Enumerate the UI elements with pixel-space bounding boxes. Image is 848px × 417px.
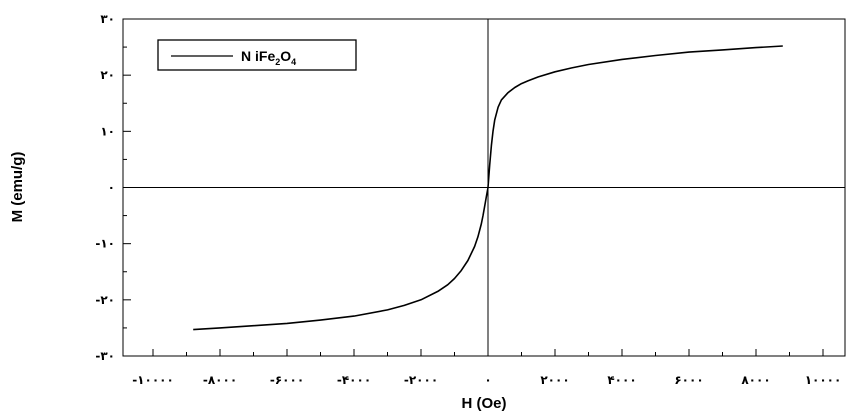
- x-tick-label: -۱۰۰۰۰: [132, 373, 174, 387]
- y-tick-label: ۲۰: [100, 68, 115, 82]
- legend: N iFe2O4: [157, 39, 357, 71]
- x-axis-title: H (Oe): [462, 395, 507, 412]
- x-tick-label: -۲۰۰۰: [404, 373, 438, 387]
- x-tick-label: ۸۰۰۰: [741, 373, 770, 387]
- legend-label: N iFe2O4: [241, 48, 296, 67]
- series-layer: [193, 45, 783, 331]
- y-tick-label: ۰: [108, 181, 115, 195]
- ticks-layer: ۳۰ ۲۰ ۱۰ ۰ -۱۰ -۲۰ -۳۰ -۱۰۰۰۰ -۸۰۰۰ -۶۰۰۰ -۴۰۰۰ -۲۰…: [95, 12, 841, 387]
- x-tick-label: -۴۰۰۰: [337, 373, 371, 387]
- x-tick-label: ۴۰۰۰: [607, 373, 636, 387]
- legend-box: [157, 39, 357, 71]
- x-tick-label: ۶۰۰۰: [674, 373, 703, 387]
- x-tick-label: -۸۰۰۰: [203, 373, 237, 387]
- y-tick-label: ۳۰: [100, 12, 115, 26]
- y-tick-label: -۳۰: [95, 349, 115, 363]
- y-tick-label: -۱۰: [95, 237, 115, 251]
- x-tick-label: ۰: [484, 373, 491, 387]
- x-tick-label: -۶۰۰۰: [270, 373, 304, 387]
- x-tick-label: ۱۰۰۰۰: [805, 373, 842, 387]
- y-tick-label: ۱۰: [100, 124, 115, 138]
- y-axis-title: M (emu/g): [9, 152, 26, 223]
- x-tick-label: ۲۰۰۰: [540, 373, 569, 387]
- series-line: [193, 45, 783, 331]
- y-tick-label: -۲۰: [95, 293, 115, 307]
